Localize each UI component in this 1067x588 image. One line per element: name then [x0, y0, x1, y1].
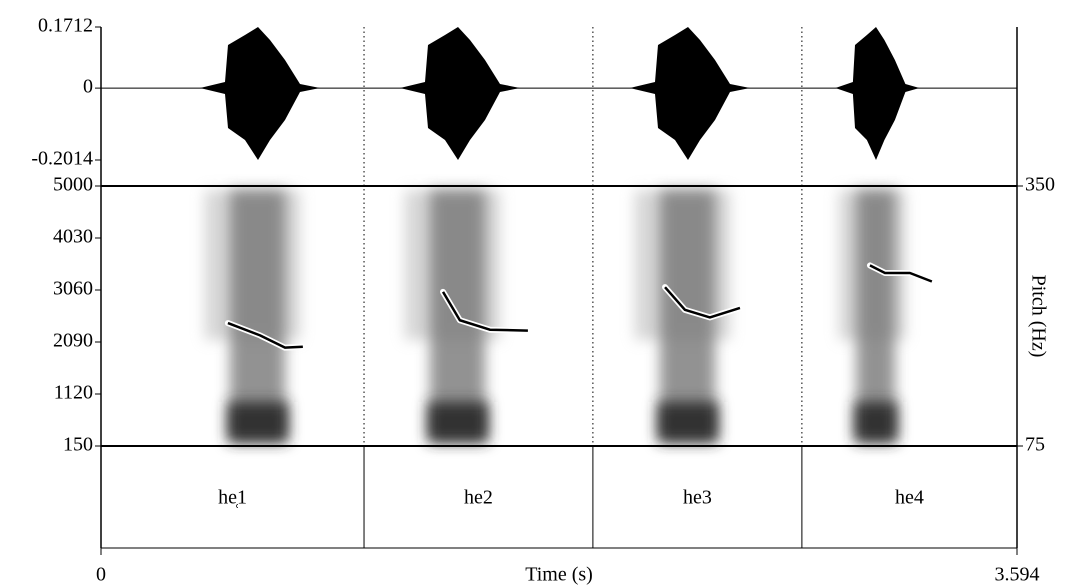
- spectro-shade: [228, 402, 288, 442]
- y2-axis-label: Pitch (Hz): [1027, 275, 1049, 358]
- y-tick-label: 2090: [53, 330, 93, 352]
- waveform-envelope: [200, 27, 320, 160]
- spectro-shade: [230, 190, 285, 440]
- spectro-shade: [428, 402, 488, 442]
- pitch-contour: [664, 286, 741, 319]
- y-tick-label: 5000: [53, 174, 93, 196]
- pitch-contour: [869, 264, 933, 283]
- pitch-contour: [227, 321, 303, 349]
- signal-decoration: [200, 27, 920, 442]
- spectro-shade: [855, 402, 897, 442]
- x-tick-label: 0: [96, 564, 106, 586]
- y2-tick-label: 75: [1025, 434, 1045, 456]
- y-tick-label: 150: [63, 434, 93, 456]
- y-tick-label: 0.1712: [38, 15, 93, 37]
- pitch-contour: [441, 291, 528, 332]
- interval-label: he3: [683, 487, 712, 509]
- spectro-shade: [856, 190, 895, 440]
- y-tick-label: 1120: [54, 382, 93, 404]
- waveform-envelope: [630, 27, 750, 160]
- y-tick-label: 0: [83, 76, 93, 98]
- y-tick-label: -0.2014: [31, 148, 93, 170]
- interval-label: he4: [895, 487, 924, 509]
- y-tick-label: 3060: [53, 278, 93, 300]
- interval-label: he̜1: [218, 487, 247, 509]
- waveform-envelope: [835, 27, 920, 160]
- x-axis-label: Time (s): [525, 564, 593, 586]
- y-tick-label: 4030: [53, 226, 93, 248]
- y2-tick-label: 350: [1025, 174, 1055, 196]
- interval-label: he2: [464, 487, 493, 509]
- waveform-envelope: [400, 27, 520, 160]
- spectro-shade: [658, 402, 718, 442]
- x-tick-label: 3.594: [995, 564, 1040, 586]
